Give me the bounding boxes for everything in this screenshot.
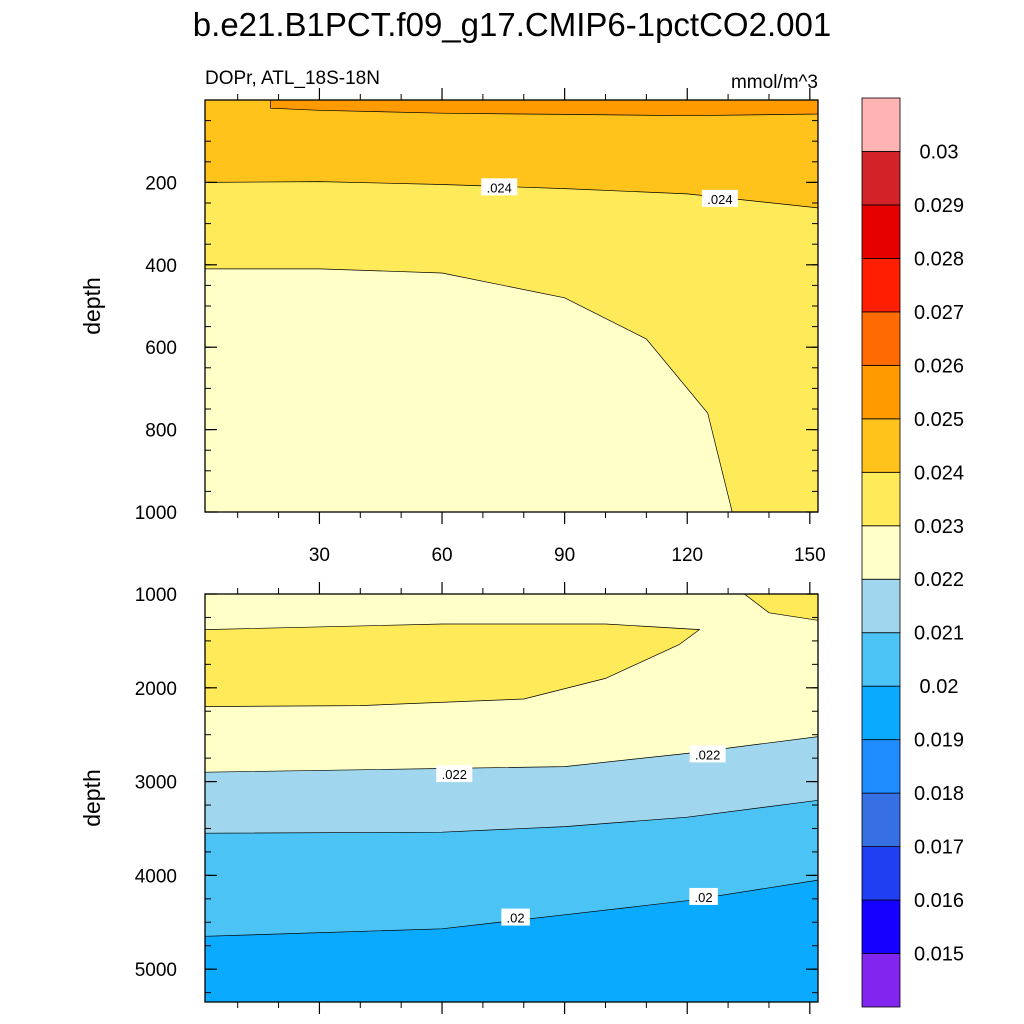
colorbar-swatch	[861, 685, 901, 741]
colorbar-swatch	[861, 471, 901, 527]
colorbar-label: 0.021	[914, 623, 964, 645]
colorbar-swatch	[861, 632, 901, 687]
contour-label: .02	[689, 887, 718, 905]
colorbar-label: 0.016	[914, 890, 964, 912]
y-tick-label: 1000	[135, 585, 177, 606]
contour-label: .024	[481, 178, 518, 196]
upper-panel: .024 .024 200 400 600 800 1000 30 60 90 120 150 dept…	[79, 88, 826, 566]
contour-label-text: .02	[695, 890, 713, 905]
contour-label: .024	[701, 189, 738, 207]
x-tick-label: 120	[671, 545, 703, 566]
colorbar-label: 0.027	[914, 302, 964, 324]
colorbar-swatch	[861, 739, 901, 794]
colorbar-label: 0.017	[914, 837, 964, 859]
colorbar-swatch	[861, 953, 901, 1008]
colorbar-label: 0.024	[914, 462, 964, 484]
y-tick-label: 3000	[135, 773, 177, 794]
y-tick-label: 200	[145, 173, 177, 194]
colorbar-label: 0.025	[914, 409, 964, 431]
units-label: mmol/m^3	[731, 72, 818, 93]
colorbar-swatch	[861, 258, 901, 313]
band-0.023-0.024-tongue	[205, 623, 701, 707]
colorbar-label: 0.018	[914, 783, 964, 805]
colorbar-swatch	[861, 418, 901, 473]
colorbar-label: 0.029	[914, 195, 964, 217]
colorbar-swatch	[861, 311, 901, 366]
contour-label: .022	[436, 765, 473, 783]
y-axis-label: depth	[79, 277, 105, 335]
colorbar-swatch	[861, 364, 901, 420]
colorbar-label: 0.022	[914, 569, 964, 591]
colorbar-label: 0.023	[914, 516, 964, 538]
lower-contour-fills	[205, 594, 818, 1002]
y-tick-label: 1000	[135, 503, 177, 524]
colorbar-swatch	[861, 846, 901, 901]
contour-label-bg	[689, 745, 726, 763]
y-axis-label: depth	[79, 769, 105, 827]
contour-label-text: .022	[695, 747, 720, 762]
contour-label-bg	[436, 765, 473, 783]
band-0.024-0.025	[205, 100, 818, 209]
contour-label-bg	[689, 887, 718, 905]
colorbar-swatch	[861, 151, 901, 206]
y-tick-label: 5000	[135, 960, 177, 981]
y-tick-label: 400	[145, 256, 177, 277]
contour-label-bg	[701, 189, 738, 207]
band-0.019-0.020	[205, 879, 818, 1002]
colorbar-swatch	[861, 899, 901, 954]
colorbar-label: 0.015	[914, 944, 964, 966]
colorbar-label: 0.019	[914, 730, 964, 752]
colorbar-label: 0.02	[920, 676, 959, 698]
contour-label-text: .024	[487, 180, 512, 195]
contour-label-text: .022	[442, 767, 467, 782]
y-tick-label: 2000	[135, 679, 177, 700]
contour-label-bg	[481, 178, 518, 196]
x-tick-label: 90	[554, 545, 575, 566]
contour-label: .022	[689, 745, 726, 763]
chart-title: b.e21.B1PCT.f09_g17.CMIP6-1pctCO2.001	[193, 6, 831, 43]
y-tick-label: 600	[145, 338, 177, 359]
x-tick-label: 60	[431, 545, 452, 566]
y-tick-label: 800	[145, 421, 177, 442]
lower-panel: .022 .022 .02 .02 1000 2000 3000 4000 5000 depth	[79, 582, 819, 1014]
contour-label-bg	[501, 908, 530, 926]
colorbar-swatch	[861, 578, 901, 634]
contour-label: .02	[501, 908, 530, 926]
upper-contour-fills	[205, 100, 818, 512]
band-0.023-0.024	[205, 100, 818, 512]
contour-label-text: .02	[507, 911, 525, 926]
colorbar-label: 0.028	[914, 248, 964, 270]
colorbar-swatch	[861, 525, 901, 580]
colorbar-label: 0.03	[920, 141, 959, 163]
band-0.023-0.024-corner	[743, 594, 818, 621]
contour-label-text: .024	[707, 192, 732, 207]
variable-label: DOPr, ATL_18S-18N	[205, 68, 380, 89]
colorbar-swatch	[861, 792, 901, 847]
x-tick-label: 30	[309, 545, 330, 566]
band-0.025-0.026	[270, 100, 818, 117]
lower-frame	[204, 593, 819, 1003]
colorbar-swatch	[861, 204, 901, 259]
colorbar-swatch	[861, 97, 901, 152]
y-tick-label: 4000	[135, 866, 177, 887]
colorbar: 0.015 0.016 0.017 0.018 0.019 0.02 0.021 0.022 0…	[861, 97, 964, 1008]
colorbar-label: 0.026	[914, 355, 964, 377]
x-tick-label: 150	[794, 545, 826, 566]
